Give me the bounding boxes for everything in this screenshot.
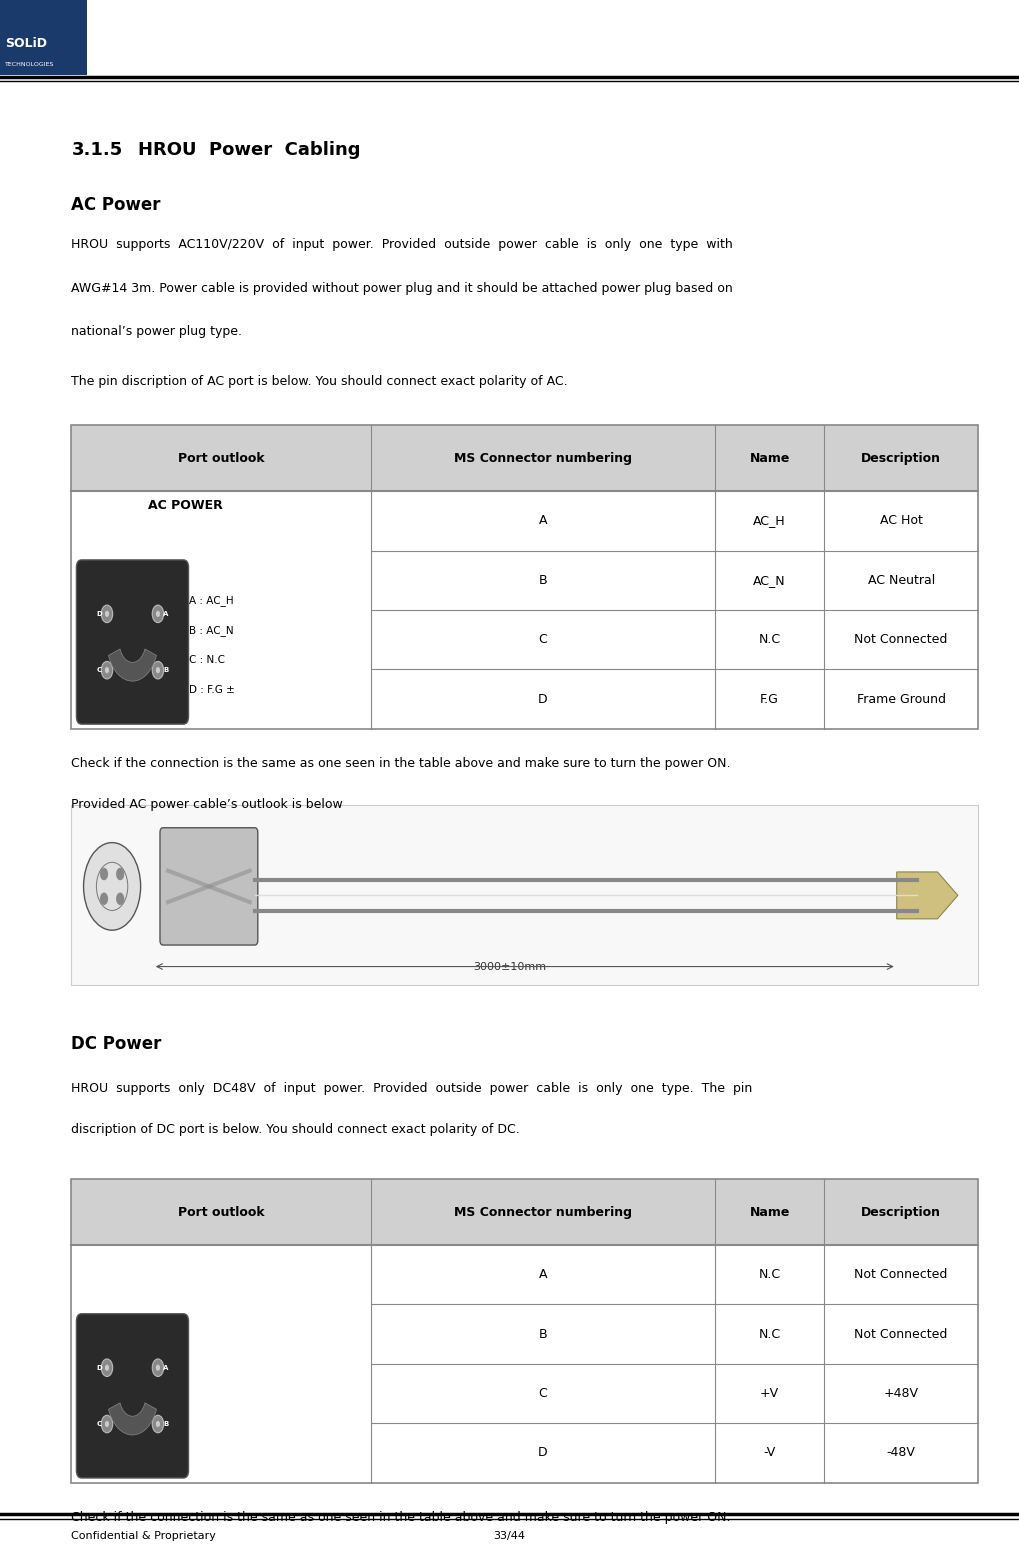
Text: +V: +V [760,1387,780,1400]
Text: Not Connected: Not Connected [855,1268,948,1281]
FancyBboxPatch shape [71,425,978,491]
Circle shape [105,1422,109,1428]
Text: B: B [539,1328,547,1340]
Circle shape [156,1422,160,1428]
Text: Frame Ground: Frame Ground [857,693,946,705]
Text: Port outlook: Port outlook [177,1206,264,1218]
Text: C : N.C: C : N.C [189,655,224,665]
Text: Port outlook: Port outlook [177,452,264,465]
Text: -V: -V [763,1447,775,1459]
Wedge shape [109,649,156,682]
Text: A: A [539,1268,547,1281]
Circle shape [101,1359,113,1376]
Text: B : AC_N: B : AC_N [189,624,233,635]
Text: discription of DC port is below. You should connect exact polarity of DC.: discription of DC port is below. You sho… [71,1123,520,1135]
Circle shape [152,662,164,679]
Text: Confidential & Proprietary: Confidential & Proprietary [71,1531,216,1541]
Text: Name: Name [749,452,790,465]
FancyBboxPatch shape [71,1179,978,1245]
Circle shape [152,1359,164,1376]
Text: Check if the connection is the same as one seen in the table above and make sure: Check if the connection is the same as o… [71,1511,731,1523]
Text: D: D [96,1365,102,1370]
Text: AC POWER: AC POWER [148,499,222,511]
FancyBboxPatch shape [71,805,978,985]
Circle shape [156,1365,160,1372]
Text: Check if the connection is the same as one seen in the table above and make sure: Check if the connection is the same as o… [71,757,731,769]
Text: A : AC_H: A : AC_H [189,594,233,605]
FancyBboxPatch shape [0,0,87,75]
Wedge shape [109,1403,156,1436]
Text: C: C [97,1422,102,1426]
Text: TECHNOLOGIES: TECHNOLOGIES [5,61,54,67]
Text: A: A [163,1365,168,1370]
Text: AC Power: AC Power [71,196,161,214]
Text: HROU  supports  only  DC48V  of  input  power.  Provided  outside  power  cable : HROU supports only DC48V of input power.… [71,1082,753,1095]
Text: D: D [538,1447,548,1459]
Text: D: D [538,693,548,705]
Circle shape [100,868,108,881]
Text: N.C: N.C [758,1268,781,1281]
Text: A: A [163,612,168,616]
Circle shape [84,843,141,931]
Circle shape [101,662,113,679]
Text: SOLiD: SOLiD [5,38,47,50]
Circle shape [105,668,109,674]
Text: Not Connected: Not Connected [855,1328,948,1340]
Text: AC Hot: AC Hot [879,515,922,527]
Text: The pin discription of AC port is below. You should connect exact polarity of AC: The pin discription of AC port is below.… [71,375,568,388]
FancyBboxPatch shape [160,827,258,945]
Circle shape [156,612,160,618]
Text: Name: Name [749,1206,790,1218]
Text: Description: Description [861,1206,942,1218]
Circle shape [116,893,124,906]
Text: MS Connector numbering: MS Connector numbering [453,452,632,465]
Text: Not Connected: Not Connected [855,633,948,646]
Text: MS Connector numbering: MS Connector numbering [453,1206,632,1218]
Text: 33/44: 33/44 [493,1531,526,1541]
Text: D : F.G ±: D : F.G ± [189,685,234,694]
Text: 3000±10mm: 3000±10mm [473,962,546,971]
Circle shape [152,1415,164,1433]
Circle shape [156,668,160,674]
Text: AWG#14 3m. Power cable is provided without power plug and it should be attached : AWG#14 3m. Power cable is provided witho… [71,282,733,294]
Text: B: B [539,574,547,586]
Text: HROU  supports  AC110V/220V  of  input  power.  Provided  outside  power  cable : HROU supports AC110V/220V of input power… [71,238,733,250]
Circle shape [105,612,109,618]
Text: AC_H: AC_H [753,515,786,527]
FancyBboxPatch shape [76,560,189,724]
Circle shape [100,893,108,906]
FancyBboxPatch shape [76,1314,189,1478]
Text: C: C [97,668,102,673]
Text: B: B [163,668,168,673]
Circle shape [152,605,164,622]
Text: D: D [96,612,102,616]
Text: F.G: F.G [760,693,780,705]
Circle shape [116,868,124,881]
Circle shape [101,605,113,622]
Text: C: C [539,1387,547,1400]
Text: HROU  Power  Cabling: HROU Power Cabling [138,141,360,160]
Text: Description: Description [861,452,942,465]
Text: 3.1.5: 3.1.5 [71,141,122,160]
Text: -48V: -48V [887,1447,916,1459]
Polygon shape [897,873,958,920]
Text: B: B [163,1422,168,1426]
Text: N.C: N.C [758,633,781,646]
Text: AC Neutral: AC Neutral [867,574,934,586]
Text: DC Power: DC Power [71,1035,162,1054]
Text: N.C: N.C [758,1328,781,1340]
Text: A: A [539,515,547,527]
Text: AC_N: AC_N [753,574,786,586]
Text: Provided AC power cable’s outlook is below: Provided AC power cable’s outlook is bel… [71,798,343,810]
Circle shape [105,1365,109,1372]
Text: national’s power plug type.: national’s power plug type. [71,325,243,338]
Circle shape [101,1415,113,1433]
Text: +48V: +48V [883,1387,919,1400]
Text: C: C [539,633,547,646]
